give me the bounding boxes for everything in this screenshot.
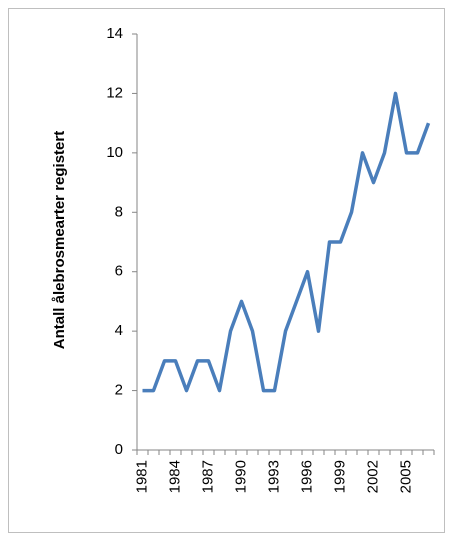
y-tick-label: 10 bbox=[106, 144, 123, 161]
x-tick-label: 1996 bbox=[298, 460, 315, 493]
x-tick-label: 1993 bbox=[265, 460, 282, 493]
y-tick-label: 4 bbox=[115, 322, 123, 339]
x-tick-label: 2002 bbox=[364, 460, 381, 493]
chart-frame bbox=[8, 8, 445, 533]
y-tick-label: 12 bbox=[106, 84, 123, 101]
data-line bbox=[142, 91, 431, 393]
y-axis-label: Antall ålebrosmearter registert bbox=[51, 131, 68, 349]
x-tick-label: 1990 bbox=[232, 460, 249, 493]
y-tick-label: 8 bbox=[115, 203, 123, 220]
x-tick-label: 1999 bbox=[331, 460, 348, 493]
x-tick-label: 1987 bbox=[199, 460, 216, 493]
y-tick-label: 6 bbox=[115, 263, 123, 280]
y-tick-label: 2 bbox=[115, 382, 123, 399]
y-tick-label: 14 bbox=[106, 25, 123, 42]
x-tick-label: 1981 bbox=[133, 460, 150, 493]
y-tick-label: 0 bbox=[115, 441, 123, 458]
x-tick-label: 1984 bbox=[166, 460, 183, 493]
x-tick-label: 2005 bbox=[397, 460, 414, 493]
